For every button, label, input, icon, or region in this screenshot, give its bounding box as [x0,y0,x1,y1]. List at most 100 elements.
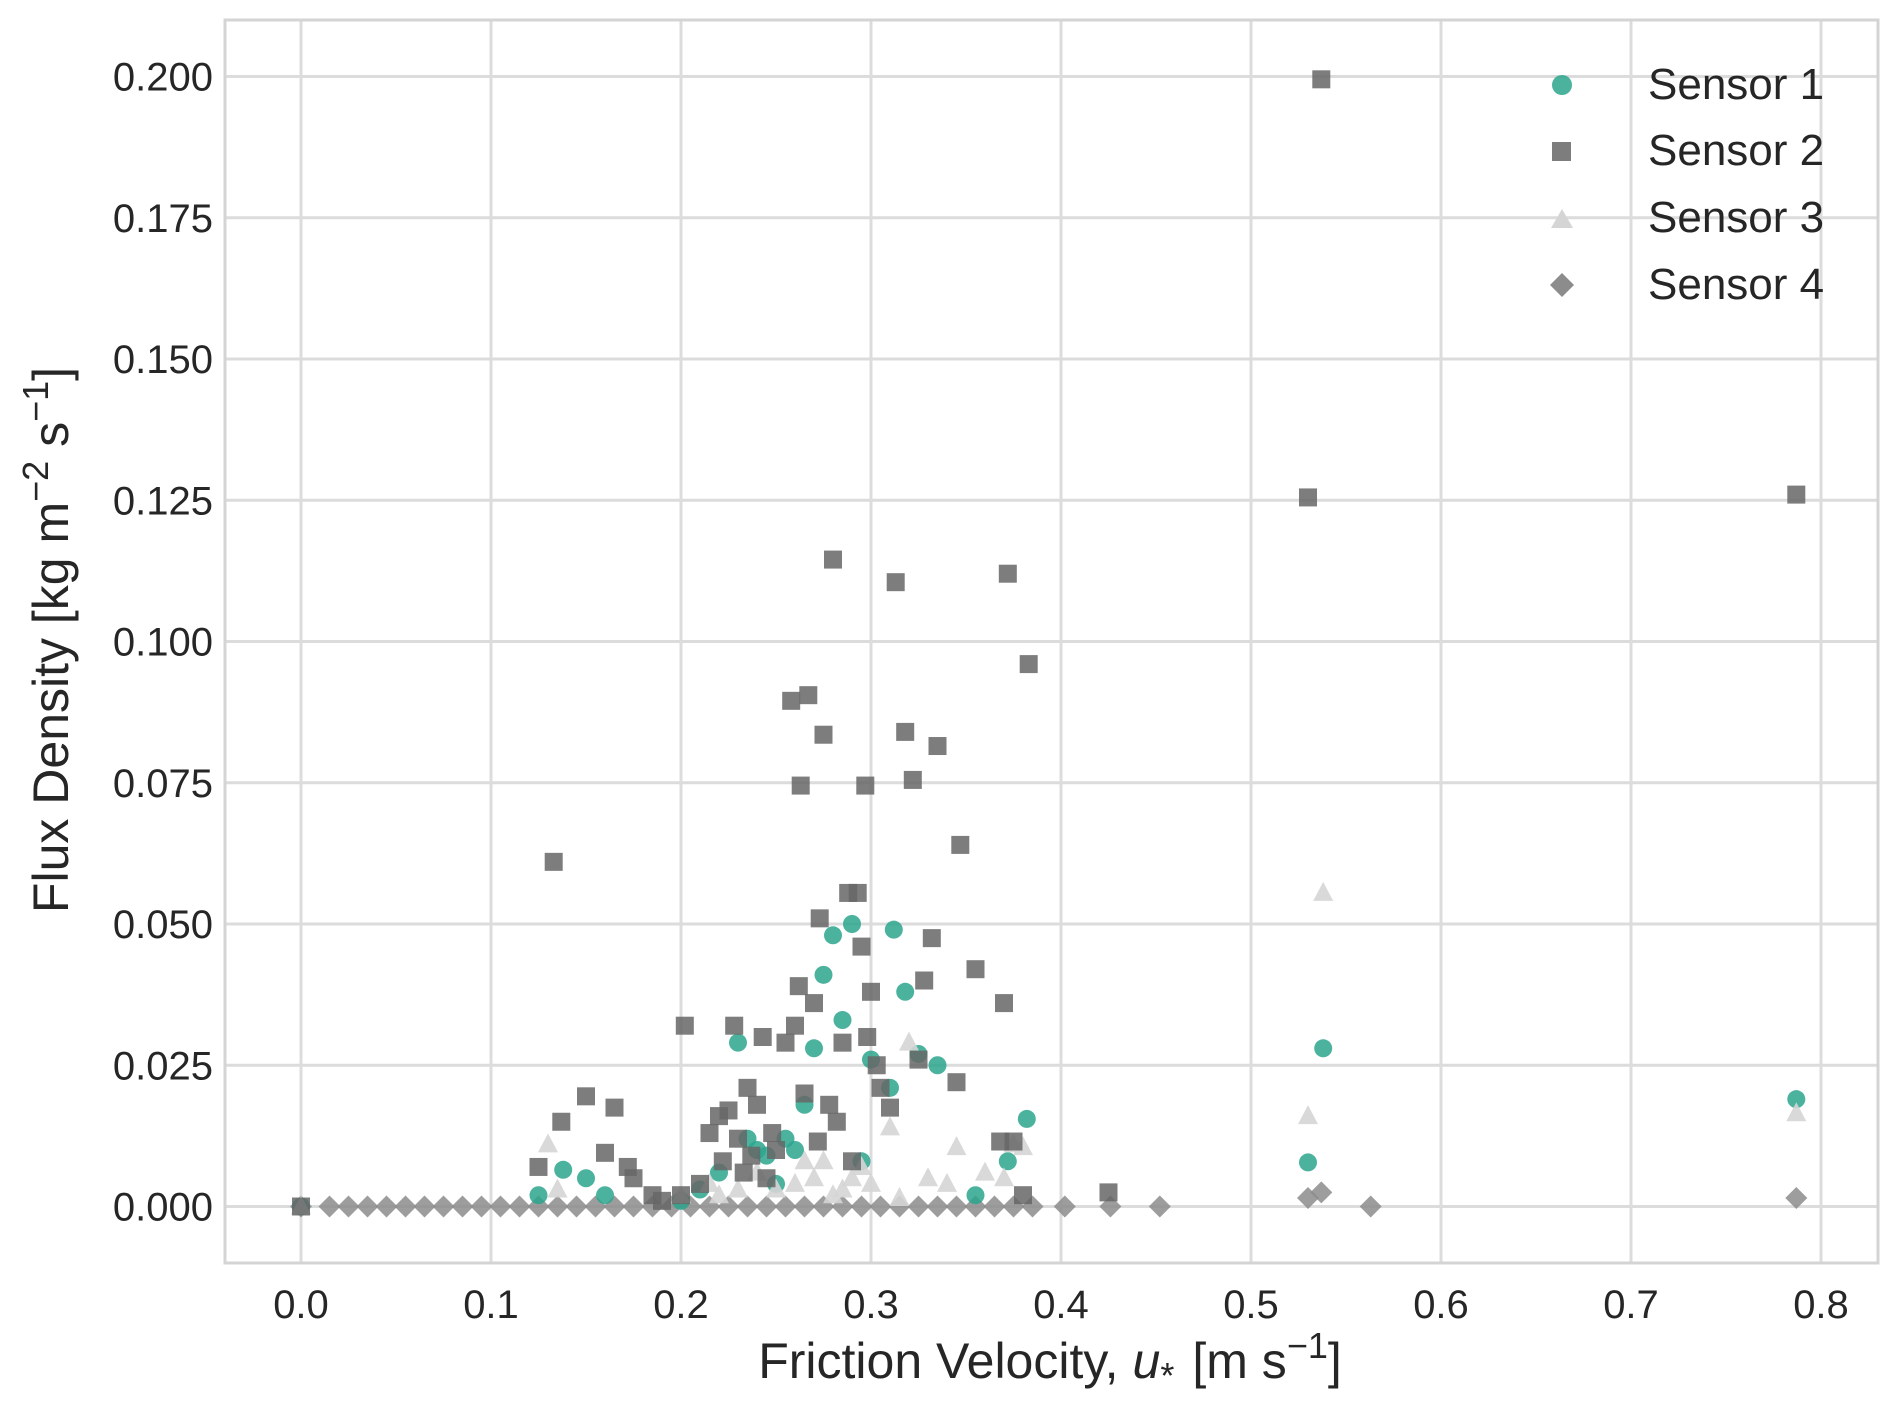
data-point [1298,1105,1318,1125]
data-point [810,909,829,928]
data-point [1299,1153,1317,1172]
data-point [736,1195,759,1218]
y-tick-label: 0.100 [113,621,213,665]
data-point [915,971,934,990]
legend-marker-square [1552,142,1571,161]
data-point [833,1011,852,1030]
data-point [1148,1195,1171,1218]
data-point [529,1186,548,1205]
y-tick-label: 0.075 [113,762,213,806]
data-point [928,737,947,756]
data-point [766,1178,786,1198]
data-point [785,1172,805,1192]
data-point [318,1195,341,1218]
data-point [394,1195,417,1218]
y-tick-label: 0.125 [113,479,213,523]
data-point [292,1197,310,1216]
x-tick-label: 0.1 [463,1283,519,1327]
grid [225,20,1878,1263]
plot-area-frame [223,18,1880,1265]
data-point [782,691,801,710]
data-point [1314,1039,1333,1058]
data-point [966,960,985,979]
data-point [998,1152,1017,1171]
data-point [605,1098,624,1117]
x-tick-label: 0.2 [653,1283,709,1327]
data-point [786,1141,804,1159]
data-point [922,929,941,948]
data-point [869,1195,892,1218]
y-tick-label: 0.025 [113,1044,213,1088]
data-point [823,1184,843,1204]
data-point [1787,485,1806,504]
legend-marker-circle [1552,75,1572,95]
data-point [653,1191,671,1210]
data-point [767,1141,785,1159]
data-point [975,1161,995,1181]
data-point [725,1016,744,1035]
data-point [546,1195,569,1218]
data-point [843,1152,861,1171]
data-point [947,1073,966,1092]
y-tick-label: 0.200 [113,56,213,100]
x-tick-label: 0.0 [273,1283,329,1327]
data-point [951,835,970,854]
data-point [1787,1090,1806,1109]
data-point [624,1169,643,1188]
data-point [552,1112,571,1131]
data-point [413,1195,436,1218]
data-point [729,1129,747,1148]
data-point [880,1116,900,1136]
data-point [547,1178,568,1198]
legend-entry-sensor-2: Sensor 2 [1552,126,1824,175]
legend-entry-sensor-3: Sensor 3 [1551,193,1824,242]
legend-label: Sensor 4 [1648,260,1824,309]
x-tick-labels: 0.0 0.1 0.2 0.3 0.4 0.5 0.6 0.7 0.8 [273,1283,1849,1327]
data-point [896,982,915,1001]
data-point [432,1195,455,1218]
data-point [1017,1109,1036,1128]
data-point [700,1124,719,1143]
data-point [861,1172,881,1192]
data-point [820,1095,839,1114]
data-point [945,1195,968,1218]
legend-label: Sensor 1 [1648,60,1824,109]
data-point [719,1101,738,1120]
data-point [998,564,1017,583]
data-point [1053,1195,1076,1218]
legend-marker-diamond [1550,273,1574,297]
data-point [896,722,915,741]
data-point [577,1169,595,1188]
x-tick-label: 0.6 [1413,1283,1469,1327]
series-sensor-4 [290,1181,1808,1218]
data-point [903,770,922,789]
data-point [983,1195,1006,1218]
data-point [850,1195,873,1218]
y-tick-label: 0.175 [113,197,213,241]
data-point [763,1124,782,1143]
data-point [843,915,861,933]
data-point [1004,1132,1023,1151]
data-point [791,776,810,795]
x-tick-label: 0.5 [1223,1283,1279,1327]
data-point [1014,1186,1032,1205]
data-point [529,1157,548,1176]
data-point [544,852,563,871]
data-point [824,550,842,569]
data-point [858,1028,877,1046]
data-point [538,1133,558,1153]
data-point [596,1186,614,1205]
data-point [1786,1102,1807,1122]
data-point [1019,655,1038,674]
data-point [899,1031,919,1051]
data-point [832,1178,853,1198]
data-point [824,926,842,945]
data-point [833,1033,852,1052]
data-point [786,1016,804,1035]
data-point [675,1016,694,1035]
data-point [755,1195,778,1218]
data-point [1299,488,1317,507]
data-point [709,1184,729,1204]
data-point [907,1195,930,1218]
data-point [691,1174,709,1193]
